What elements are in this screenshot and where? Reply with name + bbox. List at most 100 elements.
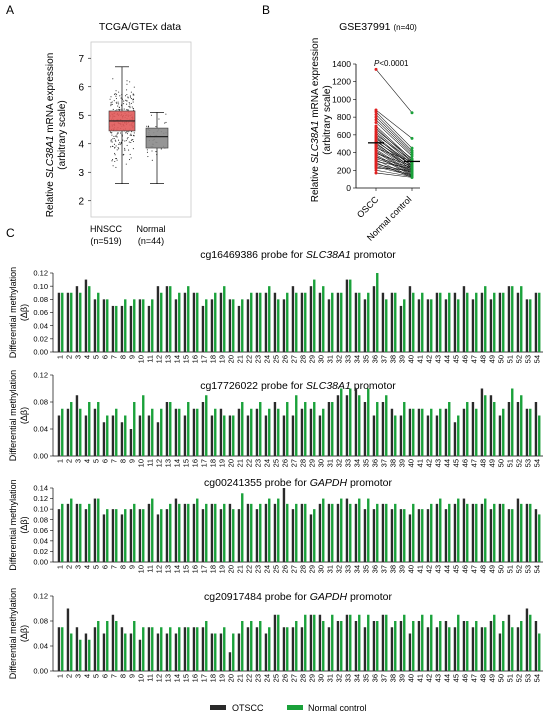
bar-otscc [381,402,385,456]
panel-b-point-normal [410,175,414,179]
bar-normal-control [340,388,343,456]
bar-otscc [264,503,268,562]
panel-b-pair-line [375,145,413,170]
methylation-ylabel: Differential methylation [8,479,18,570]
sample-label: 51 [506,459,515,467]
bar-otscc [354,503,358,562]
bar-otscc [165,633,169,671]
bar-otscc [192,503,196,562]
sample-label: 46 [461,565,470,573]
bar-otscc [318,292,322,352]
bar-normal-control [385,299,388,352]
bar-normal-control [268,408,271,456]
bar-otscc [66,408,70,456]
bar-otscc [282,488,286,562]
bar-normal-control [70,402,73,456]
bar-normal-control [277,299,280,352]
panel-a-group-hnscc: HNSCC [90,224,123,234]
bar-otscc [75,286,79,352]
sample-label: 25 [272,355,281,363]
sample-label: 26 [281,355,290,363]
panel-a-point [118,143,120,145]
panel-a-point [155,126,157,128]
bar-otscc [399,509,403,562]
bar-normal-control [520,286,523,352]
bar-otscc [228,299,232,352]
bar-normal-control [331,503,334,562]
sample-label: 32 [335,355,344,363]
bar-otscc [426,299,430,352]
sample-label: 41 [416,674,425,682]
methylation-ytick-label: 0.14 [33,484,48,493]
panel-b-ytick-label: 400 [337,148,351,158]
bar-normal-control [178,503,181,562]
methylation-ylabel: Differential methylation [8,588,18,679]
bar-normal-control [160,292,163,352]
bar-otscc [93,408,97,456]
bar-otscc [363,299,367,352]
panel-a-point [123,103,125,105]
bar-normal-control [304,292,307,352]
sample-label: 24 [263,674,272,682]
bar-normal-control [349,614,352,671]
bar-normal-control [412,503,415,562]
panel-a-point [123,100,125,102]
sample-label: 15 [182,459,191,467]
bar-otscc [147,415,151,456]
sample-label: 21 [236,565,245,573]
sample-label: 36 [371,355,380,363]
bar-normal-control [295,292,298,352]
bar-otscc [327,627,331,671]
panel-a-point [126,94,128,96]
bar-otscc [525,608,529,671]
sample-label: 40 [407,674,416,682]
bar-otscc [273,402,277,456]
panel-a-point [127,109,129,111]
bar-normal-control [448,402,451,456]
bar-otscc [165,509,169,562]
sample-label: 3 [74,674,83,678]
bar-otscc [372,286,376,352]
sample-label: 17 [200,355,209,363]
bar-otscc [93,498,97,562]
bar-otscc [300,408,304,456]
sample-label: 8 [119,565,128,569]
bar-otscc [525,299,529,352]
bar-normal-control [457,299,460,352]
sample-label: 44 [443,459,452,467]
bar-otscc [111,415,115,456]
sample-label: 23 [254,355,263,363]
panel-b-point-oscc [374,110,378,114]
panel-a-ytick-label: 5 [78,111,84,122]
sample-label: 38 [389,355,398,363]
bar-otscc [201,627,205,671]
panel-a-point [115,95,117,97]
panel-a-point [115,157,118,160]
panel-a-point [132,139,134,141]
bar-otscc [498,292,502,352]
bar-normal-control [277,498,280,562]
panel-b-point-oscc [374,115,378,119]
panel-a-point [117,132,119,134]
sample-label: 20 [227,459,236,467]
bar-normal-control [493,402,496,456]
panel-a-boxes [108,66,169,184]
panel-a-point [124,140,126,142]
bar-normal-control [367,614,370,671]
panel-a-point [164,122,166,124]
bar-normal-control [106,415,109,456]
bar-otscc [120,514,124,562]
panel-b-point-oscc [374,112,378,116]
panel-a-point [111,141,113,143]
panel-a-point [155,151,157,153]
bar-normal-control [88,402,91,456]
panel-a-point [125,163,127,165]
panel-a-point [117,101,119,103]
panel-b-pair-line [375,114,413,151]
panel-a-point [115,90,117,92]
sample-label: 38 [389,565,398,573]
panel-a-point [117,139,120,141]
bar-normal-control [439,498,442,562]
panel-a-point [111,101,113,103]
bar-otscc [444,621,448,671]
